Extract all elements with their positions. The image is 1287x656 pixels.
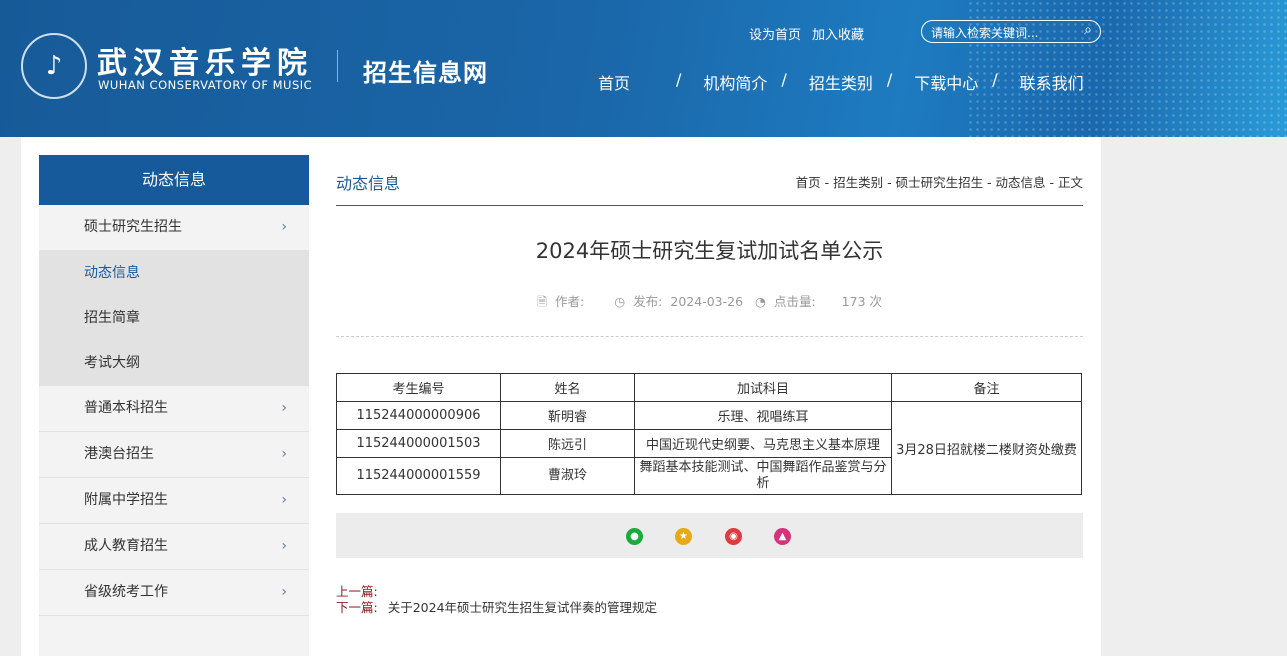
sidebar-item-undergrad[interactable]: 普通本科招生 ›: [39, 386, 309, 432]
table-row: 115244000001559 曹淑玲 舞蹈基本技能测试、中国舞蹈作品鉴赏与分析: [336, 457, 1082, 495]
col-header: 姓名: [500, 373, 635, 402]
header-decoration: [967, 0, 1287, 137]
wechat-icon[interactable]: ●: [626, 528, 643, 545]
chevron-right-icon: ›: [281, 538, 287, 554]
sidebar-item-masters[interactable]: 硕士研究生招生 ›: [39, 205, 309, 251]
share-bar: ● ★ ◉ ▲: [336, 513, 1083, 558]
previous-article: 上一篇:: [336, 581, 378, 600]
prev-label: 上一篇:: [336, 584, 378, 599]
school-emblem-icon[interactable]: ♪: [21, 33, 87, 99]
chevron-right-icon: ›: [281, 219, 287, 235]
next-label: 下一篇:: [336, 600, 378, 615]
col-header: 考生编号: [336, 373, 501, 402]
sidebar-item-label: 硕士研究生招生: [84, 219, 182, 235]
section-title: 动态信息: [336, 174, 401, 193]
cell-subjects: 中国近现代史纲要、马克思主义基本原理: [634, 429, 892, 458]
nav-contact[interactable]: 联系我们: [1019, 74, 1084, 93]
chevron-right-icon: ›: [281, 492, 287, 508]
sidebar-item-label: 普通本科招生: [84, 400, 168, 416]
add-favorite-link[interactable]: 加入收藏: [812, 28, 865, 43]
chevron-right-icon: ›: [281, 400, 287, 416]
sidebar-item-label: 省级统考工作: [84, 584, 168, 600]
sidebar-title: 动态信息: [39, 155, 309, 205]
sidebar: 动态信息 硕士研究生招生 › 动态信息 招生简章 考试大纲 普通本科招生 › 港澳台…: [39, 155, 309, 656]
site-header: ♪ 武汉音乐学院 WUHAN CONSERVATORY OF MUSIC 招生信…: [0, 0, 1287, 137]
sidebar-filler: [39, 616, 309, 656]
next-article: 下一篇: 关于2024年硕士研究生招生复试伴奏的管理规定: [336, 597, 657, 616]
more-share-icon[interactable]: ▲: [774, 528, 791, 545]
sidebar-subitem-syllabus[interactable]: 考试大纲: [39, 341, 309, 386]
col-header: 加试科目: [634, 373, 892, 402]
published-date: 2024-03-26: [670, 294, 744, 309]
cell-subjects: 乐理、视唱练耳: [634, 401, 892, 430]
views-label: 点击量:: [773, 294, 816, 309]
views-count: 173 次: [841, 294, 883, 309]
sidebar-item-label: 港澳台招生: [84, 446, 154, 462]
article-meta: 🗎 作者: ◷ 发布: 2024-03-26 ◔ 点击量: 173 次: [336, 291, 1083, 314]
sidebar-item-adult-education[interactable]: 成人教育招生 ›: [39, 524, 309, 570]
nav-separator: /: [886, 70, 893, 89]
sidebar-item-label: 成人教育招生: [84, 538, 168, 554]
next-link[interactable]: 关于2024年硕士研究生招生复试伴奏的管理规定: [387, 600, 658, 615]
sidebar-item-hk-macau-tw[interactable]: 港澳台招生 ›: [39, 432, 309, 478]
cell-id: 115244000001503: [336, 429, 501, 458]
divider: [337, 50, 338, 82]
nav-categories[interactable]: 招生类别: [808, 74, 873, 93]
table-row: 115244000000906 靳明睿 乐理、视唱练耳 3月28日招就楼二楼财资…: [336, 401, 1082, 495]
sidebar-item-label: 附属中学招生: [84, 492, 168, 508]
cell-name: 曹淑玲: [500, 457, 635, 495]
sidebar-item-affiliated-school[interactable]: 附属中学招生 ›: [39, 478, 309, 524]
dashed-divider: [336, 336, 1083, 337]
cell-id: 115244000000906: [336, 401, 501, 430]
school-name-cn: 武汉音乐学院: [97, 46, 313, 81]
retest-table: 考生编号 姓名 加试科目 备注 115244000000906 靳明睿 乐理、视…: [336, 373, 1082, 495]
nav-separator: /: [992, 70, 998, 89]
cursor-icon: ◔: [755, 294, 766, 309]
main-nav: 首页 / 机构简介 / 招生类别 / 下载中心 / 联系我们: [598, 70, 1084, 94]
search-input[interactable]: 请输入检索关键词... ⌕: [921, 20, 1101, 43]
nav-separator: /: [676, 70, 682, 89]
nav-separator: /: [781, 70, 787, 89]
document-icon: 🗎: [536, 294, 548, 309]
nav-home[interactable]: 首页: [598, 74, 631, 93]
table-header-row: 考生编号 姓名 加试科目 备注: [336, 373, 1082, 402]
article-title: 2024年硕士研究生复试加试名单公示: [535, 239, 884, 263]
col-header: 备注: [891, 373, 1082, 402]
chevron-right-icon: ›: [281, 584, 287, 600]
search-placeholder: 请输入检索关键词...: [931, 26, 1039, 40]
site-name: 招生信息网: [363, 59, 488, 87]
divider: [336, 205, 1083, 206]
set-homepage-link[interactable]: 设为首页: [749, 28, 802, 43]
cell-subjects: 舞蹈基本技能测试、中国舞蹈作品鉴赏与分析: [634, 457, 892, 495]
nav-downloads[interactable]: 下载中心: [914, 74, 979, 93]
cell-note: 3月28日招就楼二楼财资处缴费: [891, 401, 1082, 495]
weibo-icon[interactable]: ◉: [725, 528, 742, 545]
clock-icon: ◷: [614, 294, 626, 309]
qzone-star-icon[interactable]: ★: [675, 528, 692, 545]
table-row: 115244000001503 陈远引 中国近现代史纲要、马克思主义基本原理: [336, 429, 1082, 458]
sidebar-subitem-news[interactable]: 动态信息: [39, 251, 309, 296]
cell-name: 靳明睿: [500, 401, 635, 430]
sidebar-subitem-brochure[interactable]: 招生简章: [39, 296, 309, 341]
sidebar-item-provincial-exam[interactable]: 省级统考工作 ›: [39, 570, 309, 616]
author-label: 作者:: [555, 294, 585, 309]
cell-id: 115244000001559: [336, 457, 501, 495]
school-name-en: WUHAN CONSERVATORY OF MUSIC: [98, 78, 313, 92]
published-label: 发布:: [633, 294, 663, 309]
chevron-right-icon: ›: [281, 446, 287, 462]
cell-name: 陈远引: [500, 429, 635, 458]
search-icon[interactable]: ⌕: [1084, 22, 1092, 38]
nav-about[interactable]: 机构简介: [703, 74, 768, 93]
breadcrumb[interactable]: 首页 - 招生类别 - 硕士研究生招生 - 动态信息 - 正文: [795, 175, 1083, 190]
